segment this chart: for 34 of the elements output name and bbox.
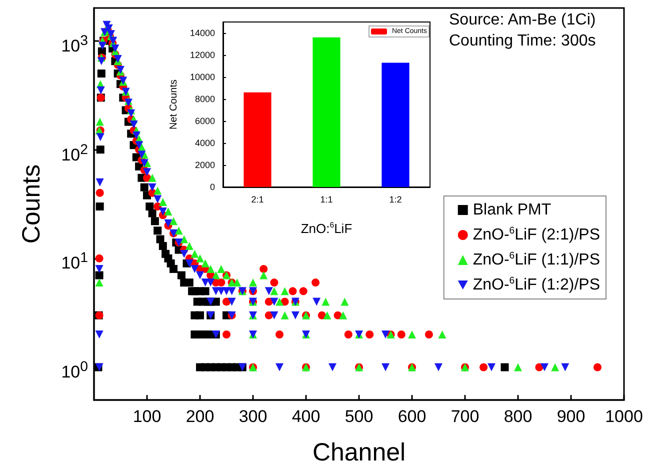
x-tick-label: 2:1 bbox=[251, 194, 264, 204]
y-tick-label: 4000 bbox=[194, 138, 215, 148]
y-tick-label: 10$^{1}$ bbox=[61, 249, 88, 276]
y-tick-label: 14000 bbox=[190, 28, 215, 38]
x-tick-label: 1:2 bbox=[389, 194, 402, 204]
y-tick-label: 12000 bbox=[190, 50, 215, 60]
y-tick-label: 8000 bbox=[194, 94, 215, 104]
x-tick-label: 800 bbox=[504, 407, 532, 426]
x-tick-label: 600 bbox=[398, 407, 426, 426]
y-axis-title: Counts bbox=[18, 164, 46, 244]
annotation: Counting Time: 300s bbox=[449, 32, 596, 50]
bar bbox=[382, 62, 410, 187]
x-tick-label: 1000 bbox=[605, 407, 643, 426]
x-tick-label: 200 bbox=[186, 407, 214, 426]
x-tick-label: 300 bbox=[238, 407, 268, 426]
x-axis-title: Channel bbox=[312, 438, 406, 466]
bar bbox=[244, 92, 272, 187]
y-tick-label: 10000 bbox=[190, 72, 215, 82]
x-tick-label: 100 bbox=[132, 407, 162, 426]
y-tick-label: 2000 bbox=[194, 160, 215, 170]
x-tick-label: 700 bbox=[450, 407, 480, 426]
x-tick-label: 400 bbox=[292, 407, 320, 426]
y-axis-title: Net Counts bbox=[168, 79, 180, 130]
annotation: Source: Am-Be (1Ci) bbox=[449, 12, 596, 28]
x-tick-label: 1:1 bbox=[320, 194, 333, 204]
x-tick-label: 900 bbox=[556, 407, 586, 426]
y-tick-label: 10$^{3}$ bbox=[61, 32, 88, 58]
y-tick-label: 10$^{0}$ bbox=[61, 358, 88, 384]
bar bbox=[312, 37, 340, 187]
y-tick-label: 10$^{2}$ bbox=[61, 140, 88, 166]
legend-label: Blank PMT bbox=[472, 202, 552, 218]
y-tick-label: 0 bbox=[210, 182, 215, 192]
x-tick-label: 500 bbox=[344, 407, 374, 426]
y-tick-label: 6000 bbox=[194, 116, 215, 126]
